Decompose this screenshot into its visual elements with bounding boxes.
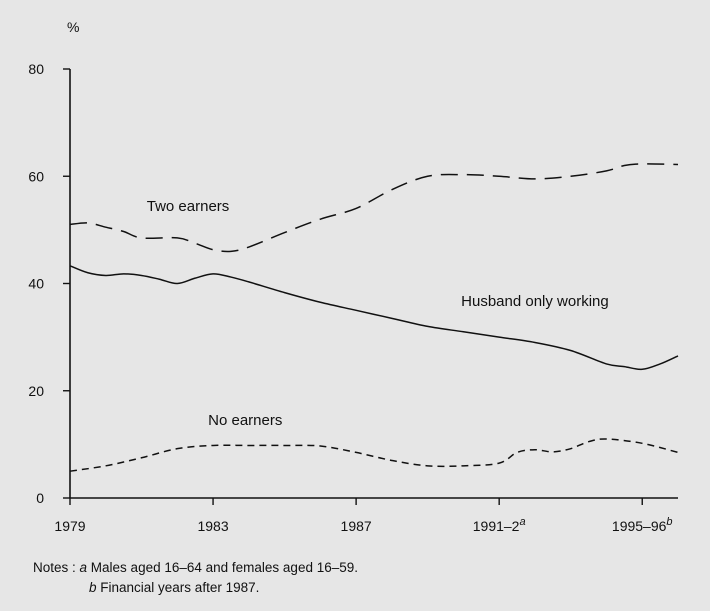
y-tick-label: 20 (28, 383, 44, 399)
series-label: No earners (208, 412, 282, 429)
y-tick-label: 0 (36, 490, 44, 506)
x-tick-label-text: 1995–96 (612, 518, 667, 534)
y-tick-label: 40 (28, 276, 44, 292)
x-tick-label: 1987 (341, 518, 372, 534)
series-labels: Two earners Husband only working No earner… (147, 198, 609, 429)
x-tick-label-superscript: b (666, 516, 672, 528)
series-label: Two earners (147, 198, 230, 215)
x-axis-ticks: 1979 1983 1987 1991–2a 1995–96b (54, 498, 673, 534)
note-a: Notes : a Males aged 16–64 and females a… (33, 558, 358, 578)
x-tick-label-superscript: a (519, 516, 525, 528)
x-tick-label-text: 1983 (197, 518, 228, 534)
y-tick-label: 60 (28, 168, 44, 184)
x-tick-label-text: 1979 (54, 518, 85, 534)
y-axis-ticks: 0 20 40 60 80 (28, 61, 70, 506)
x-tick-label-text: 1987 (341, 518, 372, 534)
note-a-marker: a (79, 560, 88, 575)
note-a-text: Males aged 16–64 and females aged 16–59. (87, 560, 359, 575)
note-b-text: Financial years after 1987. (96, 580, 260, 595)
notes-prefix: Notes : (33, 560, 80, 575)
x-tick-label: 1979 (54, 518, 85, 534)
x-tick-label-text: 1991–2 (473, 518, 520, 534)
note-b: b Financial years after 1987. (33, 578, 358, 598)
series-line-husband-only-working (69, 265, 679, 371)
y-axis-unit-label: % (67, 19, 79, 35)
series-lines (69, 163, 679, 472)
note-b-marker: b (89, 580, 97, 595)
notes: Notes : a Males aged 16–64 and females a… (33, 558, 358, 598)
series-label: Husband only working (461, 293, 609, 310)
series-line-two-earners (69, 163, 679, 253)
series-line-no-earners (69, 438, 679, 472)
x-tick-label: 1995–96b (612, 516, 673, 534)
x-tick-label: 1983 (197, 518, 228, 534)
x-tick-label: 1991–2a (473, 516, 526, 534)
y-tick-label: 80 (28, 61, 44, 77)
